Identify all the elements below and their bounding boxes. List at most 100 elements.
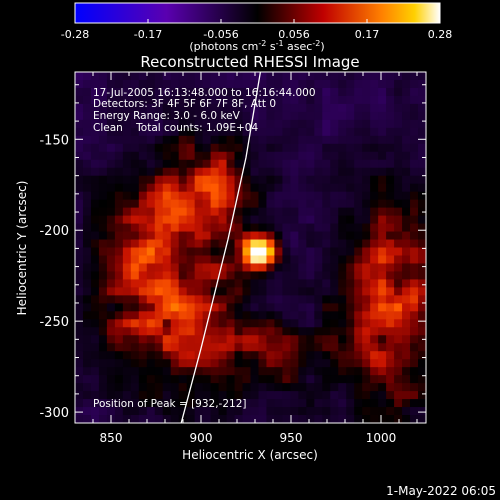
heatmap-cell: [98, 159, 108, 169]
heatmap-cell: [306, 95, 315, 105]
heatmap-cell: [162, 183, 172, 193]
heatmap-cell: [258, 87, 267, 97]
heatmap-cell: [210, 279, 219, 288]
heatmap-cell: [314, 303, 323, 312]
heatmap-cell: [266, 415, 275, 423]
heatmap-cell: [130, 119, 140, 129]
heatmap-cell: [322, 215, 331, 224]
heatmap-cell: [146, 295, 156, 304]
heatmap-cell: [154, 303, 164, 312]
heatmap-cell: [186, 303, 196, 312]
heatmap-cell: [386, 199, 395, 209]
heatmap-cell: [90, 127, 100, 137]
heatmap-cell: [282, 135, 291, 145]
heatmap-cell: [186, 111, 196, 121]
heatmap-cell: [194, 359, 204, 368]
heatmap-cell: [306, 111, 315, 121]
heatmap-cell: [362, 295, 371, 304]
heatmap-cell: [146, 247, 156, 256]
heatmap-cell: [386, 295, 395, 304]
heatmap-cell: [226, 367, 235, 376]
heatmap-cell: [378, 95, 387, 105]
heatmap-cell: [370, 239, 379, 248]
heatmap-cell: [138, 351, 148, 360]
heatmap-cell: [250, 111, 259, 121]
heatmap-cell: [250, 143, 259, 153]
heatmap-cell: [250, 167, 259, 177]
heatmap-cell: [114, 79, 124, 89]
heatmap-cell: [82, 79, 92, 89]
heatmap-cell: [346, 223, 355, 232]
heatmap-cell: [346, 319, 355, 328]
heatmap-cell: [298, 415, 307, 423]
heatmap-cell: [114, 135, 124, 145]
heatmap-cell: [250, 295, 259, 304]
heatmap-cell: [202, 111, 212, 121]
heatmap-cell: [282, 87, 291, 97]
heatmap-cell: [234, 287, 243, 296]
heatmap-cell: [162, 199, 172, 209]
heatmap-cell: [138, 143, 148, 153]
heatmap-cell: [130, 207, 140, 216]
heatmap-cell: [370, 207, 379, 216]
heatmap-cell: [266, 151, 275, 161]
heatmap-cell: [242, 335, 251, 344]
heatmap-cell: [274, 311, 283, 320]
heatmap-cell: [242, 415, 251, 423]
heatmap-cell: [322, 247, 331, 256]
heatmap-cell: [346, 247, 355, 256]
heatmap-cell: [306, 215, 315, 224]
heatmap-cell: [298, 79, 307, 89]
heatmap-cell: [90, 151, 100, 161]
heatmap-cell: [186, 287, 196, 296]
heatmap-cell: [186, 343, 196, 352]
heatmap-cell: [242, 135, 251, 145]
heatmap-cell: [322, 207, 331, 216]
heatmap-cell: [178, 151, 188, 161]
heatmap-cell: [346, 415, 355, 423]
heatmap-cell: [170, 207, 180, 216]
heatmap-cell: [330, 391, 339, 400]
heatmap-cell: [130, 415, 140, 423]
heatmap-cell: [330, 255, 339, 264]
heatmap-cell: [306, 127, 315, 137]
heatmap-cell: [410, 111, 419, 121]
heatmap-cell: [306, 271, 315, 280]
heatmap-cell: [298, 351, 307, 360]
heatmap-cell: [98, 127, 108, 137]
heatmap-cell: [210, 303, 219, 312]
heatmap-cell: [242, 239, 251, 248]
heatmap-cell: [314, 359, 323, 368]
heatmap-cell: [98, 391, 108, 400]
heatmap-cell: [130, 239, 140, 248]
heatmap-cell: [306, 223, 315, 232]
heatmap-cell: [234, 319, 243, 328]
heatmap-cell: [98, 183, 108, 193]
heatmap-cell: [82, 135, 92, 145]
heatmap-cell: [274, 287, 283, 296]
heatmap-cell: [178, 239, 188, 248]
heatmap-cell: [394, 239, 403, 248]
heatmap-cell: [75, 263, 84, 272]
heatmap-cell: [282, 327, 291, 336]
heatmap-cell: [130, 223, 140, 232]
heatmap-cell: [82, 343, 92, 352]
heatmap-cell: [354, 199, 363, 209]
heatmap-cell: [346, 191, 355, 201]
heatmap-cell: [114, 207, 124, 216]
heatmap-cell: [154, 407, 164, 416]
heatmap-cell: [386, 111, 395, 121]
heatmap-cell: [346, 151, 355, 161]
heatmap-cell: [186, 95, 196, 105]
heatmap-cell: [114, 343, 124, 352]
heatmap-cell: [114, 223, 124, 232]
heatmap-cell: [258, 311, 267, 320]
heatmap-cell: [98, 287, 108, 296]
heatmap-cell: [378, 335, 387, 344]
heatmap-cell: [274, 95, 283, 105]
heatmap-cell: [282, 375, 291, 384]
heatmap-cell: [242, 143, 251, 153]
heatmap-cell: [282, 255, 291, 264]
heatmap-cell: [394, 72, 403, 81]
heatmap-cell: [314, 263, 323, 272]
